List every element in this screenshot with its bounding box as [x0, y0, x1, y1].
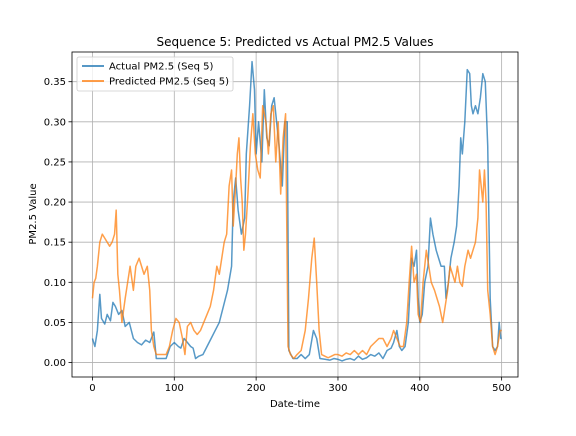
x-tick-label: 200	[247, 383, 266, 394]
y-tick-label: 0.05	[44, 318, 66, 329]
plot-area-frame	[71, 51, 519, 378]
x-tick-label: 400	[410, 383, 429, 394]
series-line-actual	[91, 60, 502, 362]
y-tick-label: 0.00	[44, 358, 66, 369]
x-tick-label: 500	[492, 383, 511, 394]
x-axis-label: Date-time	[270, 399, 320, 410]
grid	[72, 52, 518, 377]
y-axis-label: PM2.5 Value	[28, 183, 39, 244]
y-tick-label: 0.35	[44, 77, 66, 88]
legend-label-predicted: Predicted PM2.5 (Seq 5)	[109, 77, 229, 88]
y-tick-label: 0.25	[44, 157, 66, 168]
y-tick-label: 0.15	[44, 238, 66, 249]
x-tick-label: 0	[89, 383, 95, 394]
series-line-predicted	[91, 105, 502, 360]
y-tick-label: 0.20	[44, 198, 66, 209]
axis-ticks: 0 100 200 300 400 500 0.00 0.05 0.10 0.15 0.20 0.25…	[44, 77, 511, 394]
x-tick-label: 100	[165, 383, 184, 394]
y-tick-label: 0.30	[44, 117, 66, 128]
chart-title: Sequence 5: Predicted vs Actual PM2.5 Va…	[157, 35, 434, 49]
series-group	[91, 60, 502, 362]
y-tick-label: 0.10	[44, 278, 66, 289]
x-tick-label: 300	[328, 383, 347, 394]
legend-box	[76, 56, 234, 92]
legend: Actual PM2.5 (Seq 5) Predicted PM2.5 (Se…	[76, 56, 234, 92]
legend-label-actual: Actual PM2.5 (Seq 5)	[109, 62, 214, 73]
